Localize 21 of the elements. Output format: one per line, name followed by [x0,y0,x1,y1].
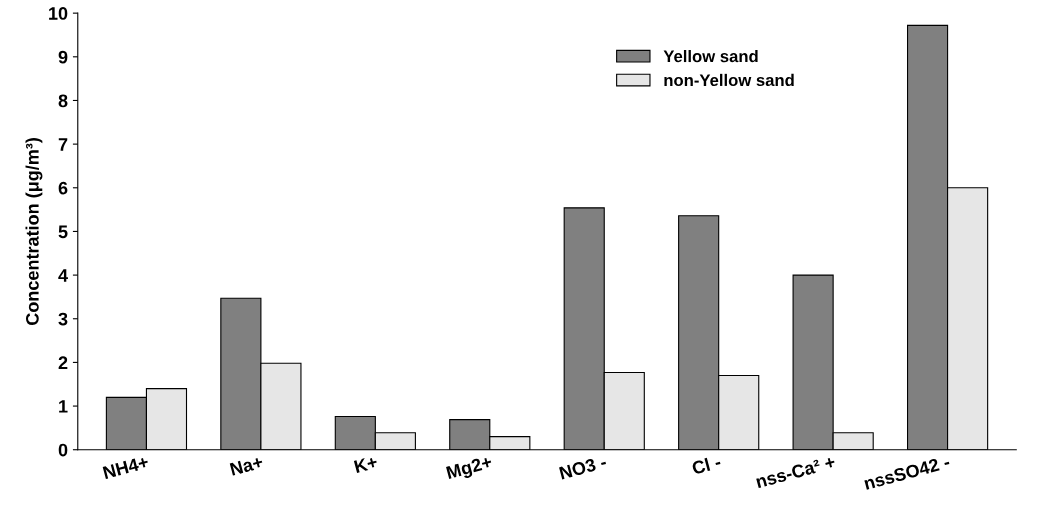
x-tick-label: nss-Ca² + [755,455,836,489]
y-tick-label: 0 [58,443,68,457]
y-tick-label: 8 [58,94,68,108]
y-tick-label: 5 [58,225,68,239]
legend-label: non-Yellow sand [664,73,794,87]
y-tick-label: 9 [58,50,68,64]
y-tick-label: 10 [49,7,68,20]
legend-label: Yellow sand [663,49,758,63]
y-tick-label: 6 [58,181,68,195]
x-tick-label: Na+ [229,455,264,476]
y-tick-label: 7 [58,138,68,151]
y-tick-label: 4 [58,269,68,282]
y-tick-label: 3 [58,312,68,326]
y-tick-label: 1 [59,400,68,413]
x-tick-label: Mg2+ [446,455,494,483]
x-tick-label: Cl - [691,454,722,475]
y-tick-label: 2 [58,356,68,369]
x-tick-label: K+ [353,455,379,474]
y-axis-title: Concentration (μg/m³) [25,138,43,325]
x-tick-label: NH4+ [102,455,150,479]
x-tick-label: NO3 - [559,455,607,480]
